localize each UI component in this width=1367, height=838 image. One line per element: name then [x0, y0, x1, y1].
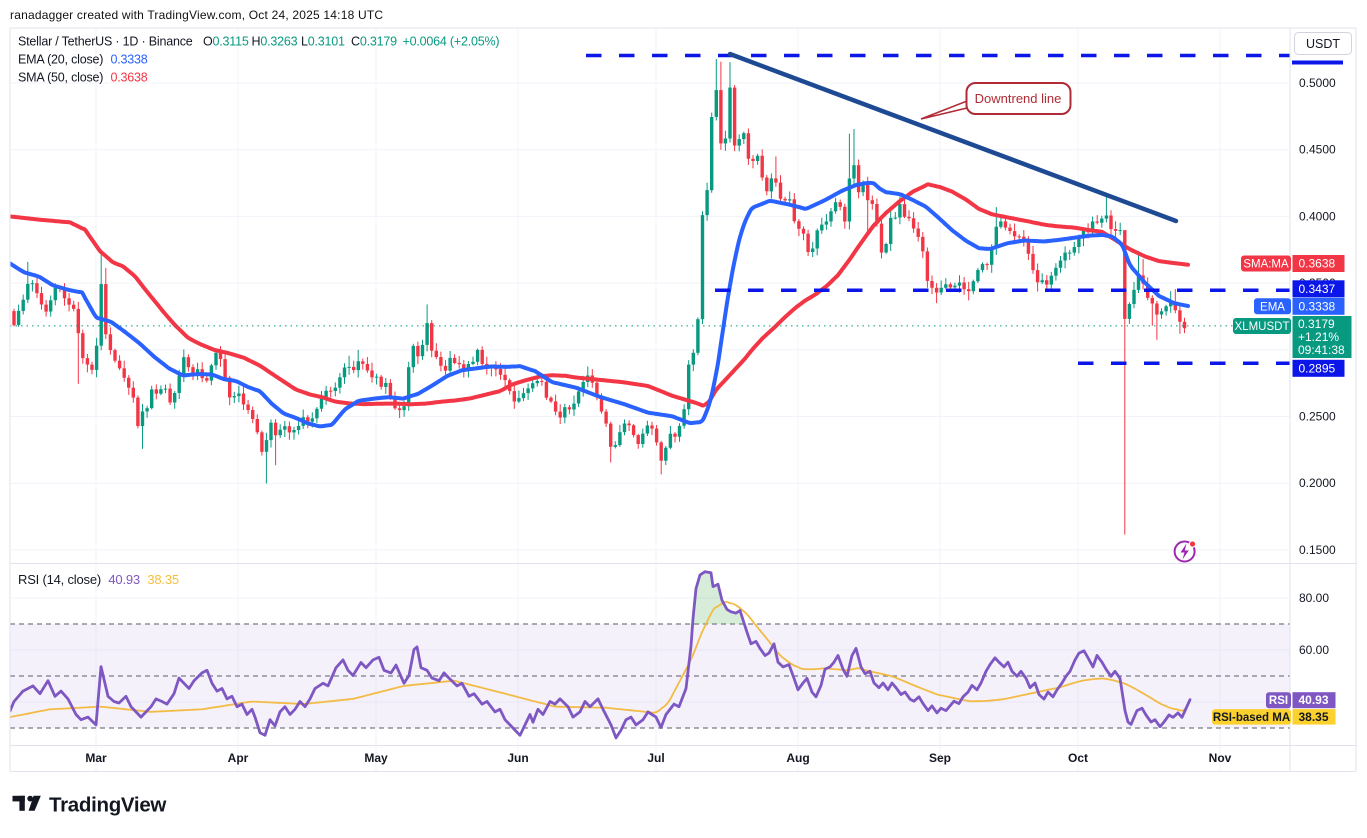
svg-text:EMA: EMA	[1260, 301, 1285, 313]
svg-text:SMA (50, close) 0.3638: SMA (50, close) 0.3638	[18, 71, 148, 85]
svg-text:0.4500: 0.4500	[1299, 143, 1336, 157]
svg-text:RSI-based MA: RSI-based MA	[1213, 712, 1290, 724]
svg-text:Jun: Jun	[507, 751, 528, 765]
svg-text:09:41:38: 09:41:38	[1298, 343, 1345, 357]
svg-text:Stellar / TetherUS · 1D · Bina: Stellar / TetherUS · 1D · Binance	[18, 35, 193, 49]
svg-text:RSI (14, close) 40.93 38.35: RSI (14, close) 40.93 38.35	[18, 572, 179, 587]
svg-text:0.3179: 0.3179	[1298, 317, 1335, 331]
svg-text:60.00: 60.00	[1299, 643, 1329, 657]
svg-text:Downtrend line: Downtrend line	[975, 91, 1062, 106]
svg-text:XLMUSDT: XLMUSDT	[1235, 321, 1290, 333]
svg-text:0.5000: 0.5000	[1299, 76, 1336, 90]
svg-text:C0.3179: C0.3179	[351, 35, 397, 49]
svg-text:0.1500: 0.1500	[1299, 543, 1336, 557]
svg-text:0.3338: 0.3338	[1299, 299, 1336, 313]
svg-text:0.4000: 0.4000	[1299, 209, 1336, 223]
svg-text:40.93: 40.93	[1299, 693, 1329, 707]
svg-text:80.00: 80.00	[1299, 591, 1329, 605]
svg-text:May: May	[364, 751, 388, 765]
svg-text:38.35: 38.35	[1299, 710, 1329, 724]
svg-text:Jul: Jul	[647, 751, 664, 765]
svg-text:O0.3115: O0.3115	[203, 35, 249, 49]
svg-text:+1.21%: +1.21%	[1298, 330, 1339, 344]
svg-text:EMA (20, close) 0.3338: EMA (20, close) 0.3338	[18, 53, 148, 67]
svg-text:Sep: Sep	[929, 751, 951, 765]
svg-text:RSI: RSI	[1269, 695, 1288, 707]
svg-text:0.2500: 0.2500	[1299, 410, 1336, 424]
svg-text:+0.0064 (+2.05%): +0.0064 (+2.05%)	[403, 35, 500, 49]
svg-text:0.2000: 0.2000	[1299, 476, 1336, 490]
svg-text:USDT: USDT	[1306, 37, 1340, 51]
svg-text:H0.3263: H0.3263	[252, 35, 298, 49]
svg-text:TradingView: TradingView	[49, 794, 166, 817]
svg-text:0.2895: 0.2895	[1299, 361, 1336, 375]
svg-text:Mar: Mar	[85, 751, 107, 765]
svg-text:Nov: Nov	[1209, 751, 1232, 765]
svg-text:SMA:MA: SMA:MA	[1243, 259, 1289, 271]
svg-text:Aug: Aug	[786, 751, 809, 765]
svg-text:ranadagger created with Tradin: ranadagger created with TradingView.com,…	[10, 8, 383, 22]
svg-text:Apr: Apr	[228, 751, 249, 765]
svg-text:Oct: Oct	[1068, 751, 1088, 765]
svg-text:0.3638: 0.3638	[1299, 257, 1336, 271]
svg-text:0.3437: 0.3437	[1299, 282, 1336, 296]
svg-text:L0.3101: L0.3101	[301, 35, 345, 49]
